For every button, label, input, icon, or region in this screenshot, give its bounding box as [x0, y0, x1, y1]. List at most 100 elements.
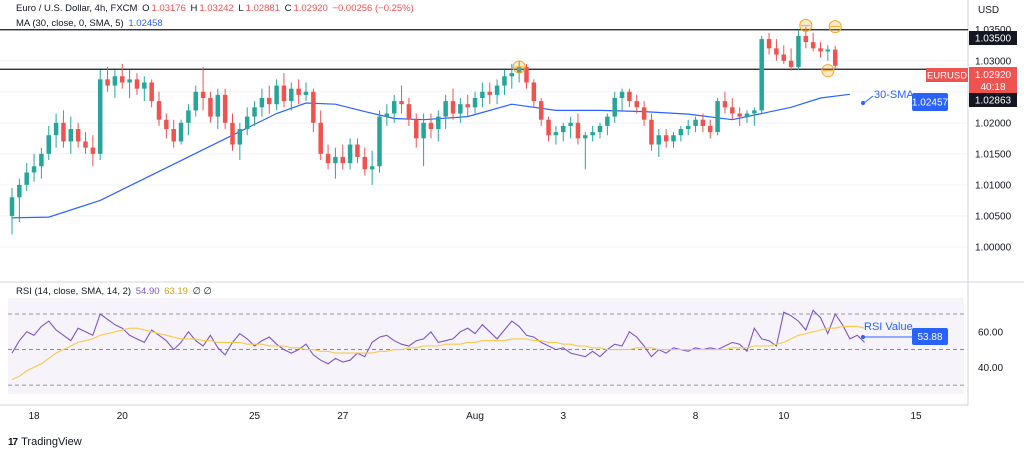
candle-body [347, 144, 353, 164]
rsi-tick-label: 60.00 [978, 327, 1003, 338]
candle-body [480, 91, 485, 98]
sma-annotation-line [863, 95, 874, 104]
sma-value-badge-text: 1.02457 [912, 98, 949, 109]
candle-body [832, 49, 838, 66]
candle-body [759, 39, 764, 111]
rsi-line [11, 309, 865, 365]
time-tick-label: 20 [117, 411, 129, 422]
candle-body [663, 135, 669, 142]
candle-body [715, 101, 720, 133]
last-price-badge: 1.02920 40:18 [969, 67, 1017, 93]
candle-body [458, 104, 463, 114]
candle-body [134, 79, 140, 89]
rsi-ma-legend-value: 63.19 [164, 286, 188, 297]
candle-body [31, 166, 37, 173]
candle-body [436, 116, 441, 130]
candle-body [546, 119, 551, 136]
support-badge-text: 1.02863 [975, 96, 1012, 107]
brand[interactable]: 17 TradingView [8, 436, 82, 448]
candle-body [641, 107, 647, 120]
candle-body [700, 119, 706, 126]
candle-body [391, 101, 397, 114]
candle-body [208, 97, 213, 117]
ma-legend-label: MA (30, close, 0, SMA, 5) [16, 18, 124, 29]
candle-body [428, 122, 434, 130]
candle-body [590, 132, 595, 136]
ma-legend-value: 1.02458 [128, 18, 163, 29]
horizontal-lines [0, 29, 968, 70]
rsi-levels [8, 313, 964, 386]
candle-body [318, 122, 323, 154]
low-value: 1.02881 [245, 3, 280, 14]
candle-body [97, 79, 103, 154]
rsi-legend-label: RSI (14, close, SMA, 14, 2) [16, 286, 132, 297]
candle-body [568, 122, 573, 126]
candle-body [406, 104, 412, 120]
price-tick-label: 1.00000 [975, 242, 1012, 253]
ma-line [11, 93, 850, 219]
candle-body [83, 141, 88, 148]
candle-body [193, 91, 198, 111]
candle-body [472, 97, 478, 108]
rsi-layer [11, 309, 865, 381]
time-axis-ticks: 18 20 25 27 Aug 3 8 10 15 [28, 411, 922, 422]
sma-value-badge: 1.02457 [912, 93, 949, 111]
candle-body [494, 85, 500, 95]
countdown-text: 40:18 [980, 82, 1005, 93]
resistance-badge: 1.03500 [969, 31, 1017, 45]
last-price-badge-bg [969, 67, 1017, 93]
candle-body [605, 116, 610, 126]
candle-body [377, 116, 382, 167]
ma-legend: MA (30, close, 0, SMA, 5) 1.02458 [16, 18, 165, 29]
candle-body [259, 97, 265, 108]
candle-body [362, 156, 368, 170]
candle-body [634, 101, 639, 108]
candle-body [127, 79, 132, 83]
candle-body [450, 101, 456, 114]
candle-body [487, 91, 492, 95]
candle-body [553, 132, 559, 136]
candle-body [502, 76, 507, 86]
candle-body [561, 125, 566, 133]
candle-body [75, 129, 81, 142]
candle-body [656, 135, 662, 145]
candle-body [766, 39, 772, 49]
candle-body [325, 153, 331, 164]
rsi-legend-extra: ∅ ∅ [192, 286, 212, 297]
candle-body [730, 107, 735, 114]
last-price-text: 1.02920 [975, 70, 1012, 81]
price-axis-ticks: 1.000001.005001.010001.015001.020001.025… [975, 25, 1012, 253]
candle-body [200, 91, 206, 98]
candle-body [303, 91, 309, 95]
candle-body [9, 197, 15, 216]
rsi-axis-ticks: 40.00 60.00 [978, 327, 1003, 374]
candle-body [369, 166, 375, 170]
change-value: −0.00256 (−0.25%) [332, 3, 414, 14]
sma-annotation-label: 30-SMA [874, 89, 914, 101]
price-tick-label: 1.03000 [975, 56, 1012, 67]
candle-body [627, 91, 632, 102]
candle-body [825, 49, 831, 52]
candle-body [24, 172, 29, 185]
candle-body [649, 119, 654, 145]
rsi-annotation: RSI Value 53.88 [861, 321, 948, 345]
candle-body [597, 125, 603, 133]
candle-body [818, 48, 823, 52]
candle-body [737, 113, 742, 117]
candle-body [164, 119, 169, 130]
candle-body [810, 42, 816, 49]
price-tick-label: 1.02000 [975, 118, 1012, 129]
candle-body [296, 88, 301, 95]
candle-body [186, 110, 191, 123]
candle-body [685, 125, 691, 130]
candle-body [39, 153, 44, 167]
candle-body [524, 66, 529, 83]
candle-body [17, 184, 22, 198]
candle-body [384, 113, 390, 117]
candle-body [281, 85, 287, 102]
time-tick-label: 10 [778, 411, 790, 422]
rsi-annotation-badge [912, 328, 948, 345]
candle-body [237, 129, 243, 145]
highlights [512, 18, 842, 78]
